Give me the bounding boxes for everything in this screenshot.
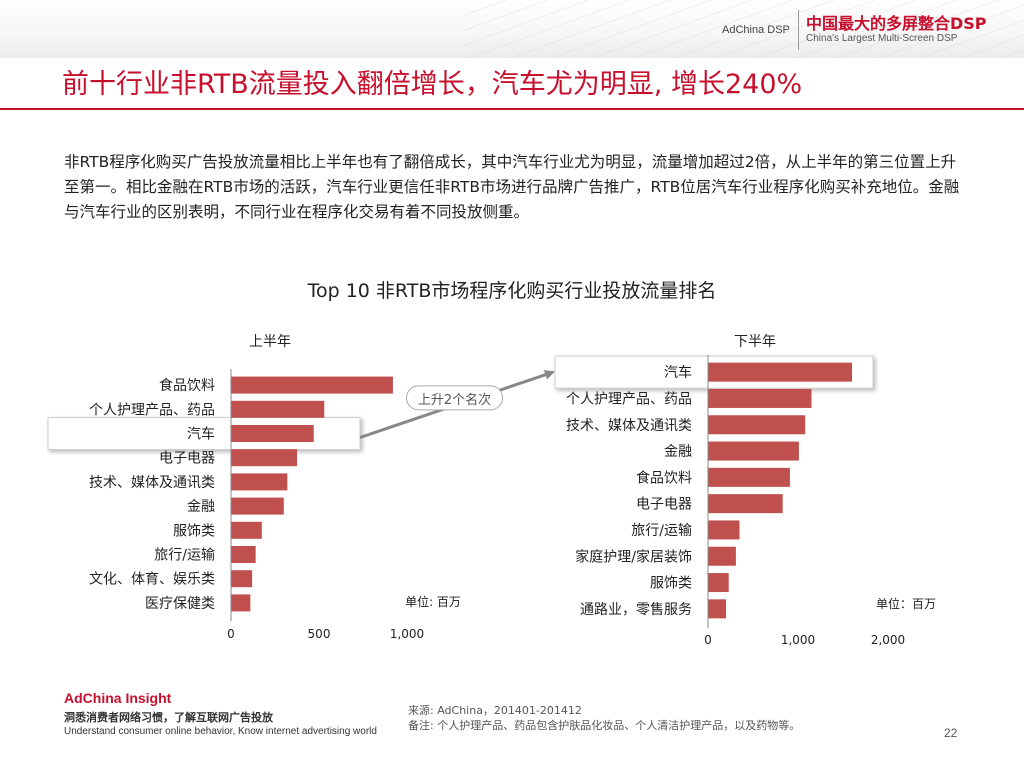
bar [231, 473, 288, 491]
bar [231, 376, 393, 394]
bar [708, 573, 729, 593]
page-title: 前十行业非RTB流量投入翻倍增长，汽车尤为明显, 增长240% [62, 69, 803, 100]
bar [231, 497, 284, 515]
source-note: 来源: AdChina，201401-201412 [408, 704, 582, 717]
title-rule [0, 108, 1024, 110]
half-year-title: 上半年 [249, 334, 291, 350]
category-label: 金融 [664, 444, 692, 460]
footer-tagline-en: Understand consumer online behavior, Kno… [64, 726, 377, 737]
tick-label: 2,000 [871, 633, 905, 647]
bar [231, 594, 251, 612]
category-label: 个人护理产品、药品 [566, 391, 692, 407]
category-label: 家庭护理/家居装饰 [575, 548, 692, 565]
bar [231, 425, 314, 442]
header-band [0, 0, 1024, 58]
bar [708, 599, 726, 619]
bar [231, 570, 253, 588]
unit-label: 单位: 百万 [405, 594, 461, 609]
category-label: 电子电器 [636, 497, 692, 513]
brand-name: AdChina DSP [722, 24, 790, 36]
category-label: 技术、媒体及通讯类 [566, 418, 692, 434]
category-label: 汽车 [187, 426, 215, 443]
bar [708, 467, 790, 487]
tick-label: 1,000 [390, 627, 424, 641]
chart-title: Top 10 非RTB市场程序化购买行业投放流量排名 [307, 280, 717, 302]
bar [708, 441, 799, 461]
category-label: 服饰类 [650, 576, 692, 592]
tick-label: 500 [308, 627, 331, 641]
rank-change-annotation: 上升2个名次 [359, 369, 555, 439]
annotation-bubble [406, 385, 503, 411]
category-label: 食品饮料 [636, 469, 692, 486]
unit-label: 单位：百万 [876, 596, 936, 611]
footer-brand: AdChina Insight [64, 690, 172, 706]
category-label: 旅行/运输 [154, 548, 215, 564]
tick-label: 1,000 [781, 633, 815, 647]
brand-slogan-en: China's Largest Multi-Screen DSP [806, 33, 958, 44]
bar [231, 546, 256, 563]
category-label: 文化、体育、娱乐类 [89, 572, 215, 588]
bar [231, 521, 262, 539]
brand-slogan-cn: 中国最大的多屏整合DSP [806, 14, 987, 33]
chart-second-half: 下半年汽车个人护理产品、药品技术、媒体及通讯类金融食品饮料电子电器旅行/运输家庭… [554, 334, 936, 647]
bar [708, 388, 812, 408]
annotation-text: 上升2个名次 [418, 392, 491, 408]
bar [708, 415, 806, 435]
bar [231, 449, 297, 467]
page-number: 22 [944, 726, 958, 740]
category-label: 金融 [187, 499, 215, 515]
category-label: 服饰类 [173, 523, 215, 539]
category-label: 电子电器 [159, 451, 215, 467]
category-label: 技术、媒体及通讯类 [89, 475, 215, 491]
brand-divider [798, 10, 799, 50]
bar [231, 400, 325, 418]
category-label: 个人护理产品、药品 [89, 402, 215, 418]
bar [708, 520, 740, 540]
footer-tagline-cn: 洞悉消费者网络习惯，了解互联网广告投放 [64, 711, 273, 724]
half-year-title: 下半年 [734, 334, 776, 350]
remark-note: 备注: 个人护理产品、药品包含护肤品化妆品、个人清洁护理产品，以及药物等。 [408, 719, 801, 732]
tick-label: 0 [704, 633, 712, 647]
body-paragraph: 非RTB程序化购买广告投放流量相比上半年也有了翻倍成长，其中汽车行业尤为明显，流… [64, 153, 960, 221]
bar [708, 362, 852, 382]
chart-first-half: 上半年食品饮料个人护理产品、药品汽车电子电器技术、媒体及通讯类金融服饰类旅行/运… [47, 334, 461, 641]
category-label: 食品饮料 [159, 377, 215, 394]
bar [708, 494, 783, 514]
category-label: 医疗保健类 [145, 596, 215, 612]
tick-label: 0 [227, 627, 235, 641]
bar [708, 546, 736, 566]
category-label: 通路业，零售服务 [580, 602, 692, 618]
category-label: 汽车 [664, 364, 692, 381]
category-label: 旅行/运输 [631, 523, 692, 539]
